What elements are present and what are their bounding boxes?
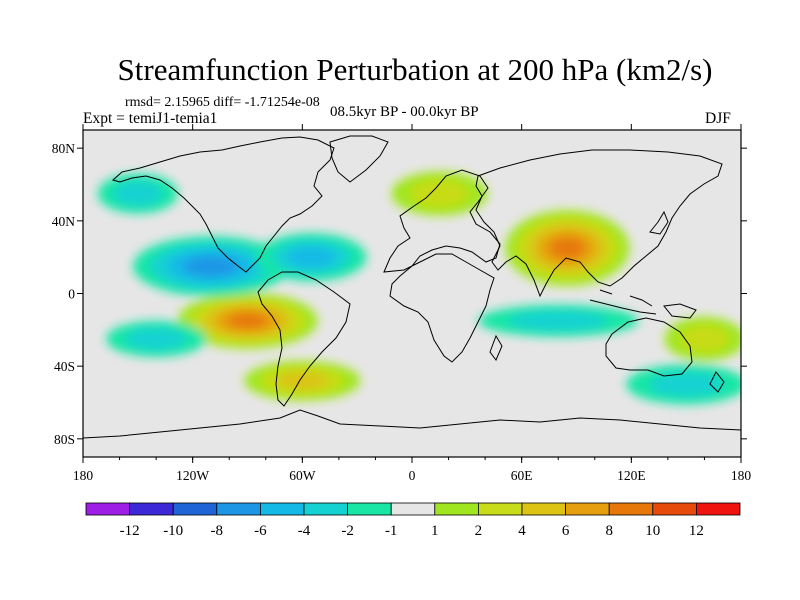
contour-fields	[97, 171, 741, 405]
coast-north-america	[111, 136, 335, 273]
colorbar-swatch	[477, 502, 523, 516]
period-label: 08.5kyr BP - 00.0kyr BP	[330, 104, 479, 120]
colorbar-label: 6	[562, 523, 570, 539]
contour-level	[509, 310, 608, 331]
coast-antarctica	[83, 409, 741, 439]
x-tick-label: 180	[731, 468, 752, 483]
x-tick-label: 60E	[511, 468, 533, 483]
x-tick-label: 0	[409, 468, 416, 483]
colorbar-swatch	[696, 502, 741, 516]
coast-australia	[605, 317, 693, 377]
colorbar-swatch	[303, 502, 348, 516]
colorbar-label: 2	[475, 523, 483, 539]
colorbar-label: -2	[341, 523, 354, 539]
contour-level	[227, 312, 268, 329]
coast-new-guinea	[663, 303, 697, 319]
colorbar-swatch	[216, 502, 261, 516]
contour-level	[287, 246, 336, 268]
colorbar-label: -4	[298, 523, 311, 539]
coast-madagascar	[489, 334, 503, 361]
x-tick-label: 120E	[617, 468, 646, 483]
feature-5	[132, 236, 289, 297]
colorbar-label: -8	[211, 523, 224, 539]
feature-10	[97, 173, 178, 214]
colorbar-label: -1	[385, 523, 398, 539]
coast-japan	[649, 210, 669, 235]
season-label: DJF	[705, 110, 731, 127]
feature-1	[177, 292, 318, 349]
x-tick-label: 180	[73, 468, 94, 483]
colorbar-swatch	[652, 502, 697, 516]
stats-text: rmsd= 2.15965 diff= -1.71254e-08	[125, 95, 320, 110]
colorbar-label: -10	[163, 523, 183, 539]
contour-level	[409, 180, 469, 208]
colorbar-label: 8	[605, 523, 613, 539]
colorbar-swatch	[608, 502, 654, 516]
coast-indonesia	[589, 289, 657, 315]
y-tick-label: 80S	[54, 432, 75, 447]
colorbar-swatch	[434, 502, 479, 516]
feature-9	[626, 364, 741, 405]
y-tick-label: 40N	[52, 214, 76, 229]
coast-new-zealand	[709, 371, 725, 393]
coast-asia	[475, 149, 723, 298]
contour-level	[276, 371, 329, 390]
coastlines	[83, 135, 741, 439]
chart-title: Streamfunction Perturbation at 200 hPa (…	[117, 52, 713, 87]
feature-4	[664, 316, 741, 361]
y-tick-label: 40S	[54, 359, 75, 374]
feature-7	[478, 304, 639, 337]
colorbar-label: 10	[645, 523, 660, 539]
colorbar-label: 4	[518, 523, 526, 539]
colorbar: -12 -10 -8 -6 -4 -2 -1 1 2 4 6 8 10 12	[85, 502, 741, 539]
coast-south-america	[257, 271, 351, 407]
coast-europe-africa	[383, 169, 501, 363]
y-tick-label: 80N	[52, 141, 76, 156]
feature-8	[106, 320, 207, 357]
contour-level	[549, 237, 586, 259]
feature-2	[244, 360, 361, 401]
contour-level	[183, 255, 239, 277]
colorbar-swatch	[565, 502, 610, 516]
experiment-label: Expt = temiJ1-temia1	[83, 110, 218, 127]
colorbar-swatch	[129, 502, 174, 516]
colorbar-swatch	[390, 502, 436, 516]
contour-level	[113, 181, 163, 206]
colorbar-label: -6	[254, 523, 267, 539]
colorbar-label: 1	[431, 523, 439, 539]
colorbar-label: 12	[689, 523, 704, 539]
feature-0	[505, 210, 630, 287]
axes: 180 120W 60W 0 60E 120E 180 80N 40N 0 40S 80S	[52, 124, 752, 483]
colorbar-swatch	[85, 502, 130, 516]
contour-level	[649, 372, 724, 397]
colorbar-swatch	[521, 502, 566, 516]
coast-greenland	[329, 135, 389, 183]
y-tick-label: 0	[68, 287, 75, 302]
colorbar-swatch	[172, 502, 218, 516]
colorbar-swatch	[347, 502, 392, 516]
x-tick-label: 60W	[289, 468, 316, 483]
colorbar-swatch	[259, 502, 305, 516]
colorbar-label: -12	[120, 523, 140, 539]
x-tick-label: 120W	[176, 468, 209, 483]
contour-level	[125, 327, 187, 351]
contour-level	[679, 325, 730, 353]
feature-6	[256, 233, 367, 282]
